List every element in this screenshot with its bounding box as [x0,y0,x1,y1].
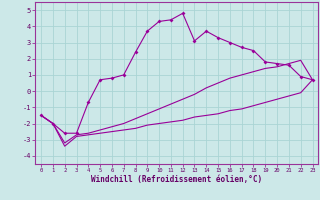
X-axis label: Windchill (Refroidissement éolien,°C): Windchill (Refroidissement éolien,°C) [91,175,262,184]
